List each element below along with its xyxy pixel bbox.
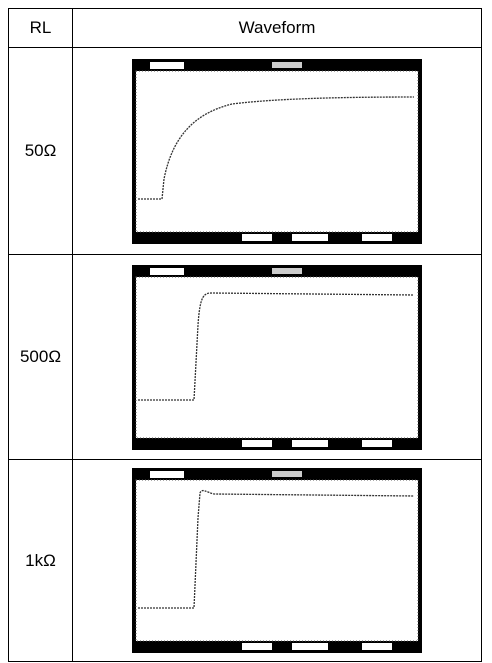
oscilloscope-screen bbox=[132, 59, 422, 244]
table-row: 1kΩ bbox=[9, 460, 482, 662]
rl-cell: 500Ω bbox=[9, 255, 73, 460]
oscilloscope-screen bbox=[132, 468, 422, 653]
table-row: 500Ω bbox=[9, 255, 482, 460]
oscilloscope-screen bbox=[132, 265, 422, 450]
rl-cell: 1kΩ bbox=[9, 460, 73, 662]
header-row: RL Waveform bbox=[9, 9, 482, 48]
table-row: 50Ω bbox=[9, 48, 482, 255]
waveform-cell bbox=[73, 255, 482, 460]
rl-cell: 50Ω bbox=[9, 48, 73, 255]
header-cell: RL bbox=[9, 9, 73, 48]
page: RL Waveform 50Ω 500Ω 1kΩ bbox=[0, 0, 492, 663]
waveform-table: RL Waveform 50Ω 500Ω 1kΩ bbox=[8, 8, 482, 662]
waveform-cell bbox=[73, 48, 482, 255]
header-cell: Waveform bbox=[73, 9, 482, 48]
waveform-cell bbox=[73, 460, 482, 662]
